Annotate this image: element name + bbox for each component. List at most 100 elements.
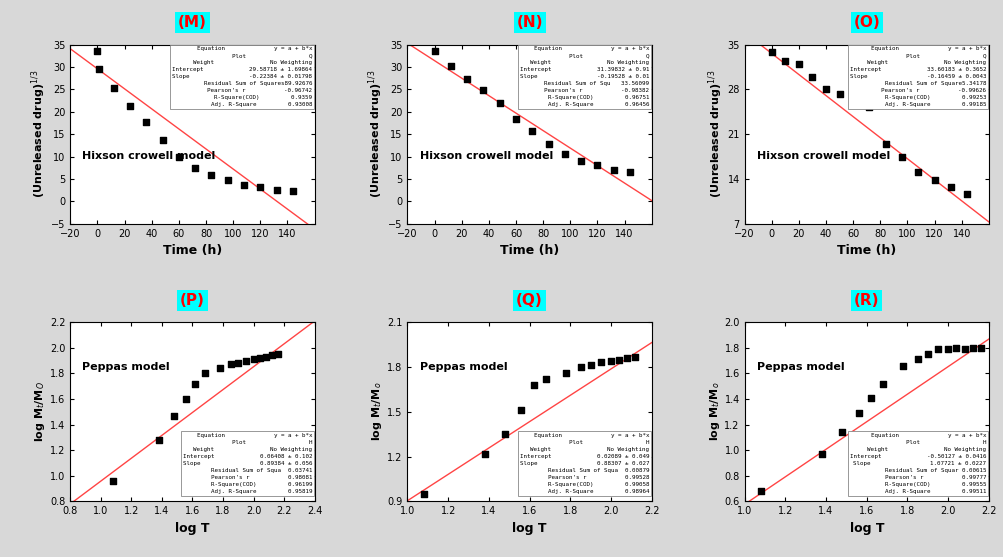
Point: [105, 476, 121, 485]
Point: [926, 175, 942, 184]
Point: [611, 355, 627, 364]
Point: [956, 345, 972, 354]
Point: [90, 65, 106, 74]
Point: [270, 350, 286, 359]
X-axis label: log T: log T: [175, 522, 210, 535]
Point: [833, 428, 850, 437]
Point: [165, 411, 182, 420]
Point: [204, 171, 220, 180]
Point: [268, 185, 284, 194]
Point: [212, 364, 228, 373]
Y-axis label: (Unreleased drug)$^{1/3}$: (Unreleased drug)$^{1/3}$: [366, 70, 385, 198]
Y-axis label: (Unreleased drug)$^{1/3}$: (Unreleased drug)$^{1/3}$: [705, 70, 724, 198]
Text: Equation              y = a + b*x
Plot                  Q
Weight                : Equation y = a + b*x Plot Q Weight: [850, 46, 986, 108]
Point: [496, 429, 513, 438]
Point: [154, 135, 171, 144]
Point: [121, 102, 137, 111]
Point: [929, 345, 945, 354]
Point: [948, 343, 964, 352]
Point: [573, 156, 589, 165]
Point: [776, 57, 792, 66]
Point: [939, 345, 955, 354]
Point: [572, 363, 588, 372]
Point: [246, 355, 262, 364]
Text: Hixson crowell model: Hixson crowell model: [419, 150, 553, 160]
Point: [513, 406, 529, 415]
Point: [426, 47, 442, 56]
Point: [875, 379, 891, 388]
X-axis label: Time (h): Time (h): [837, 244, 896, 257]
Point: [187, 163, 203, 172]
Point: [238, 356, 254, 365]
Point: [622, 168, 638, 177]
Point: [150, 436, 166, 444]
Text: Hixson crowell model: Hixson crowell model: [756, 150, 890, 160]
Point: [89, 47, 105, 56]
Text: Equation              y = a + b*x
Plot                  H
Weight                : Equation y = a + b*x Plot H Weight: [520, 433, 649, 494]
Text: Peppas model: Peppas model: [756, 362, 844, 372]
Text: Equation              y = a + b*x
Plot                  Q
Weight                : Equation y = a + b*x Plot Q Weight: [520, 46, 649, 108]
Point: [526, 380, 542, 389]
Point: [264, 351, 280, 360]
Point: [508, 115, 524, 124]
Y-axis label: (Unreleased drug)$^{1/3}$: (Unreleased drug)$^{1/3}$: [30, 70, 48, 198]
Point: [619, 354, 635, 363]
Point: [605, 165, 621, 174]
Point: [830, 90, 847, 99]
Point: [236, 180, 252, 189]
Y-axis label: log M$_t$/M$_o$: log M$_t$/M$_o$: [370, 382, 384, 442]
Text: Equation              y = a + b*x
Plot                  H
Weight                : Equation y = a + b*x Plot H Weight: [183, 433, 312, 494]
Point: [138, 118, 154, 127]
Point: [589, 160, 605, 169]
Point: [197, 369, 213, 378]
Point: [763, 47, 779, 56]
Point: [790, 59, 806, 68]
Point: [476, 449, 492, 458]
Text: Equation              y = a + b*x
Plot                  H
Weight                : Equation y = a + b*x Plot H Weight: [850, 433, 986, 494]
Text: Peppas model: Peppas model: [82, 362, 170, 372]
Point: [592, 358, 608, 367]
Point: [862, 393, 878, 402]
Point: [258, 352, 274, 361]
Y-axis label: log M$_t$/M$_O$: log M$_t$/M$_O$: [33, 382, 47, 442]
Text: Equation              y = a + b*x
Plot                  Q
Weight                : Equation y = a + b*x Plot Q Weight: [172, 46, 312, 108]
X-axis label: log T: log T: [849, 522, 884, 535]
Point: [850, 409, 866, 418]
Point: [627, 352, 643, 361]
Point: [845, 93, 861, 102]
Point: [877, 139, 893, 148]
Point: [803, 72, 819, 81]
Point: [230, 359, 246, 368]
Point: [910, 168, 926, 177]
Point: [958, 189, 974, 198]
Point: [538, 374, 554, 383]
Text: Peppas model: Peppas model: [419, 362, 507, 372]
Point: [415, 490, 431, 499]
Point: [895, 361, 911, 370]
X-axis label: log T: log T: [512, 522, 547, 535]
Point: [252, 183, 268, 192]
Point: [458, 74, 474, 83]
Point: [909, 355, 925, 364]
Text: (Q): (Q): [516, 293, 543, 308]
Point: [813, 449, 829, 458]
Point: [171, 153, 187, 162]
Point: [893, 152, 909, 161]
X-axis label: Time (h): Time (h): [162, 244, 222, 257]
Point: [972, 343, 988, 352]
Point: [603, 356, 619, 365]
Point: [220, 176, 236, 185]
Point: [582, 361, 598, 370]
Point: [861, 103, 877, 112]
Point: [105, 84, 121, 92]
Y-axis label: log M$_t$/M$_o$: log M$_t$/M$_o$: [707, 382, 721, 442]
Point: [558, 369, 574, 378]
Point: [179, 394, 195, 403]
Point: [557, 150, 573, 159]
Text: (M): (M): [178, 15, 207, 30]
Point: [491, 99, 508, 108]
Point: [442, 62, 458, 71]
Point: [524, 126, 540, 135]
Text: (P): (P): [180, 293, 205, 308]
Text: (O): (O): [853, 15, 880, 30]
